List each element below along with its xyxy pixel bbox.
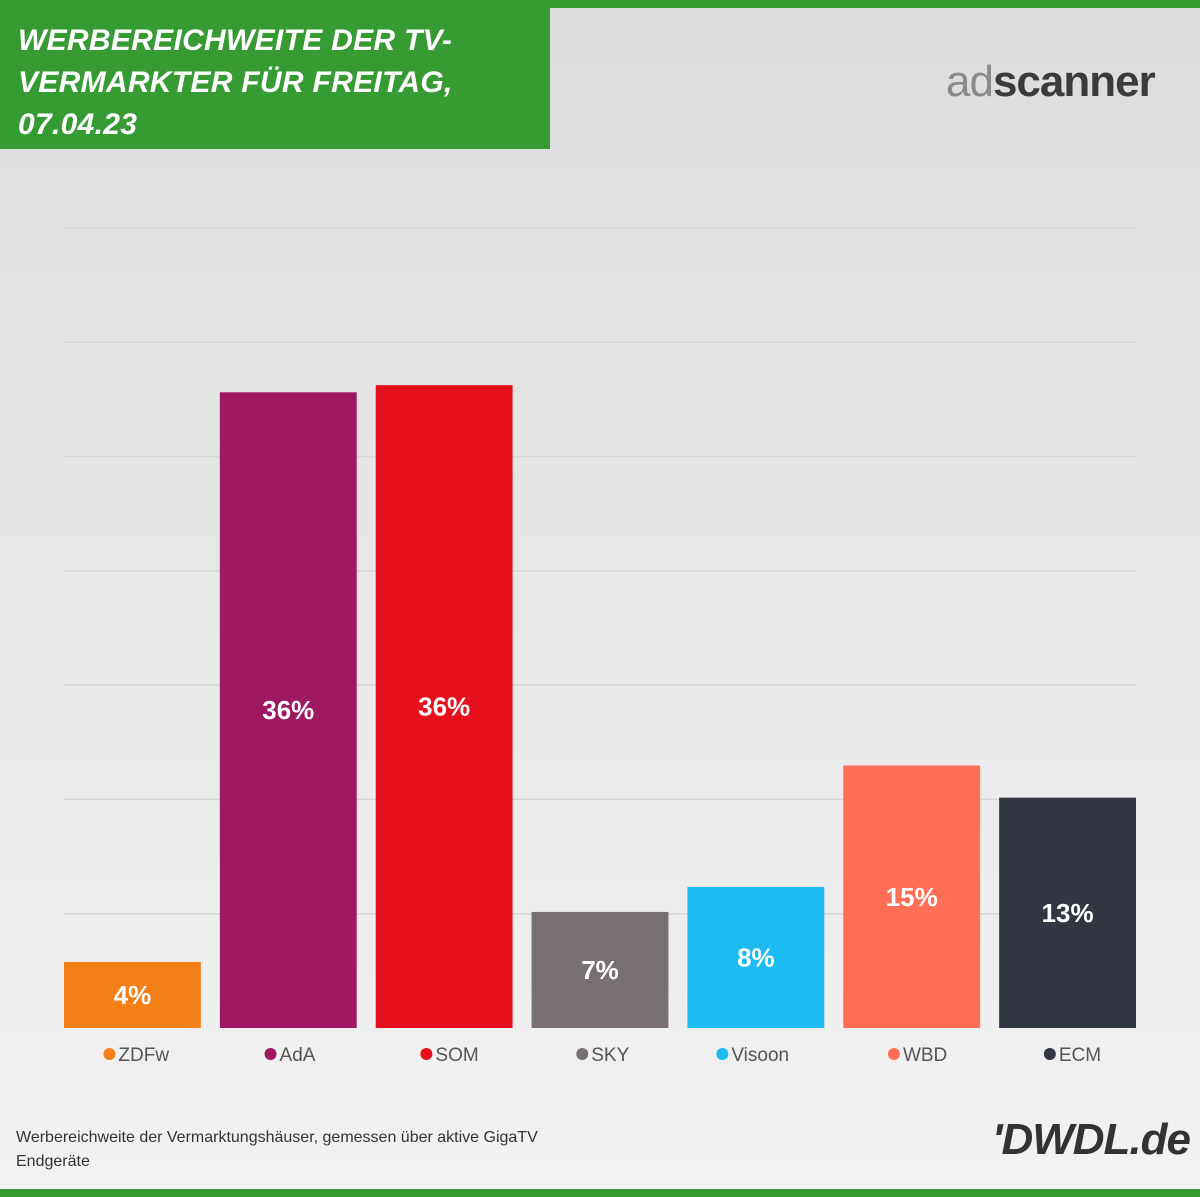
legend-label: ZDFw [118,1045,169,1066]
data-label-som: 36% [418,692,470,722]
dwdl-logo: 'DWDL.de [992,1115,1191,1164]
legend-item-wbd: WBD [887,1045,947,1066]
title-banner: WERBEREICHWEITE DER TV- VERMARKTER FÜR F… [0,8,550,149]
legend-dot [1043,1048,1056,1060]
legend-dot [420,1048,433,1060]
bar-ecm [999,797,1136,1028]
title-line-2: VERMARKTER FÜR FREITAG, [18,66,453,99]
legend-item-sky: SKY [576,1045,630,1066]
data-label-wbd: 15% [886,882,938,912]
legend-item-som: SOM [420,1045,479,1066]
legend-dot [264,1048,277,1060]
legend-item-ecm: ECM [1043,1045,1101,1066]
data-label-ecm: 13% [1042,898,1094,928]
legend-label: SKY [591,1045,629,1066]
footnote-line-1: Werbereichweite der Vermarktungshäuser, … [16,1129,538,1146]
legend-label: Visoon [731,1045,789,1066]
legend-label: WBD [903,1045,947,1066]
data-label-visoon: 8% [737,942,775,972]
adscanner-logo-suffix: scanner [992,57,1156,106]
bars [64,385,1136,1029]
legend-label: AdA [280,1045,316,1066]
adscanner-logo: adscanner [946,54,1186,110]
data-labels: 4% 36% 36% 7% 8% 15% 13% [114,692,1094,1010]
legend: ZDFw AdA SOM SKY Visoon WBD ECM [103,1045,1101,1066]
top-accent-stripe [0,0,1200,8]
data-label-sky: 7% [581,955,619,985]
data-label-ada: 36% [262,695,314,725]
footnote-line-2: Endgeräte [16,1153,90,1170]
legend-label: ECM [1059,1045,1101,1066]
title-line-1: WERBEREICHWEITE DER TV- [18,24,453,57]
bottom-accent-stripe [0,1189,1200,1197]
bar-visoon [687,886,825,1028]
adscanner-logo-prefix: ad [946,57,994,106]
bar-chart: 4% 36% 36% 7% 8% 15% 13% ZDFw AdA SOM SKY Visoon WB… [64,227,1136,1066]
data-label-zdfw: 4% [114,980,152,1010]
legend-dot [716,1048,729,1060]
legend-dot [576,1048,589,1060]
legend-dot [887,1048,900,1060]
footnote: Werbereichweite der Vermarktungshäuser, … [16,1126,616,1174]
legend-item-visoon: Visoon [716,1045,789,1066]
bar-som [375,385,513,1029]
chart-title: WERBEREICHWEITE DER TV- VERMARKTER FÜR F… [18,20,532,146]
bar-wbd [843,765,981,1028]
legend-item-zdfw: ZDFw [103,1045,169,1066]
legend-dot [103,1048,116,1060]
bar-ada [219,392,357,1028]
legend-item-ada: AdA [264,1045,316,1066]
bar-sky [531,911,669,1028]
bar-zdfw [64,961,201,1028]
legend-label: SOM [435,1045,478,1066]
title-line-3: 07.04.23 [18,108,138,141]
